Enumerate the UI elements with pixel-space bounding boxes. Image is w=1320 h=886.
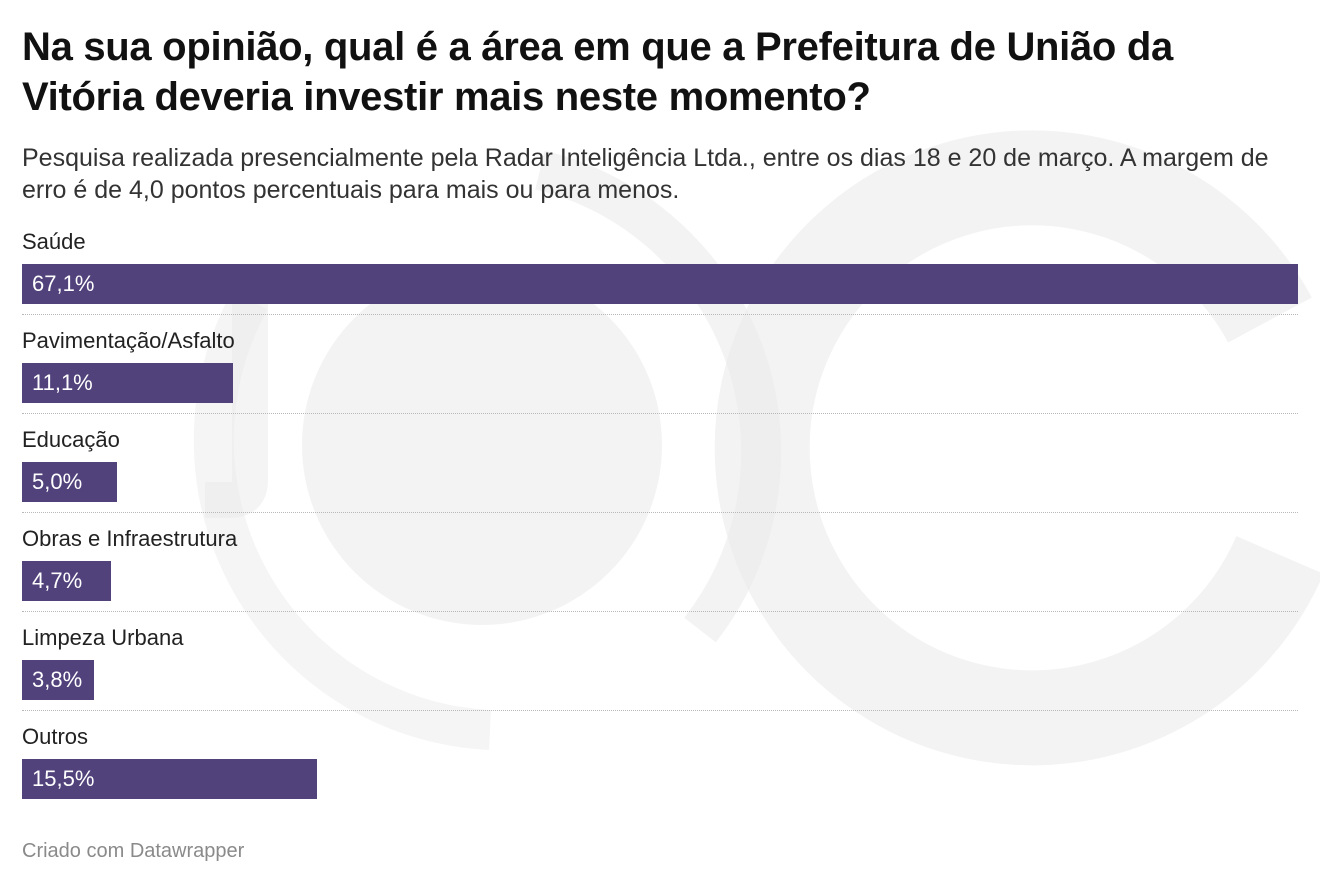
bar-value-label: 11,1% (32, 370, 93, 395)
row-divider (22, 413, 1298, 414)
footer-credit: Criado com Datawrapper (22, 840, 245, 862)
row-divider (22, 314, 1298, 315)
category-label: Pavimentação/Asfalto (22, 328, 235, 353)
bar-row: Saúde 67,1% (22, 226, 1298, 325)
row-divider (22, 710, 1298, 711)
chart-subtitle: Pesquisa realizada presencialmente pela … (22, 144, 1269, 204)
bar (22, 660, 94, 700)
bar-value-label: 15,5% (32, 766, 95, 791)
bar-row: Limpeza Urbana 3,8% (22, 622, 1298, 721)
bar (22, 561, 111, 601)
bar-row: Pavimentação/Asfalto 11,1% (22, 325, 1298, 424)
category-label: Outros (22, 724, 89, 749)
row-divider (22, 512, 1298, 513)
bar-value-label: 5,0% (32, 469, 83, 494)
bar-row: Obras e Infraestrutura 4,7% (22, 523, 1298, 622)
bar-row: Educação 5,0% (22, 424, 1298, 523)
bar-value-label: 67,1% (32, 271, 95, 296)
category-label: Obras e Infraestrutura (22, 526, 238, 551)
category-label: Saúde (22, 229, 86, 254)
bar-row: Outros 15,5% (22, 721, 1298, 820)
bar (22, 759, 317, 799)
chart-title: Na sua opinião, qual é a área em que a P… (22, 25, 1173, 119)
row-divider (22, 611, 1298, 612)
category-label: Limpeza Urbana (22, 625, 184, 650)
bar (22, 264, 1298, 304)
bar-value-label: 3,8% (32, 667, 83, 692)
bar (22, 363, 233, 403)
bar-value-label: 4,7% (32, 568, 83, 593)
category-label: Educação (22, 427, 120, 452)
bar (22, 462, 117, 502)
